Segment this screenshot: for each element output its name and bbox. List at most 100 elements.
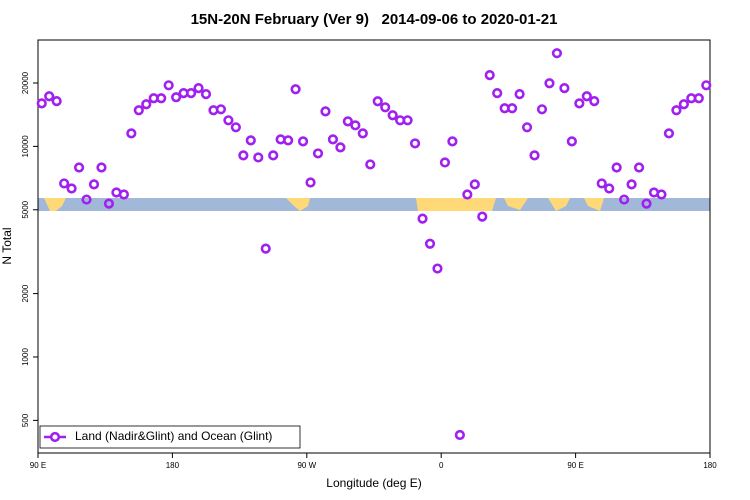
point bbox=[200, 89, 212, 100]
point bbox=[380, 102, 391, 113]
point bbox=[73, 162, 85, 173]
point bbox=[678, 99, 689, 110]
point bbox=[447, 136, 458, 147]
point bbox=[96, 162, 107, 173]
point bbox=[44, 91, 55, 102]
legend-label: Land (Nadir&Glint) and Ocean (Glint) bbox=[75, 429, 272, 443]
legend-box bbox=[39, 425, 301, 449]
point bbox=[290, 84, 301, 95]
point bbox=[611, 162, 622, 173]
point bbox=[641, 198, 652, 209]
point bbox=[230, 122, 241, 133]
point bbox=[477, 211, 488, 222]
chart-title: 15N-20N February (Ver 9) 2014-09-06 to 2… bbox=[191, 11, 558, 28]
point bbox=[141, 99, 152, 110]
point bbox=[574, 98, 585, 109]
point bbox=[559, 83, 570, 94]
point bbox=[268, 150, 279, 161]
ocean-strip bbox=[38, 198, 710, 211]
point bbox=[51, 96, 62, 107]
point bbox=[320, 106, 331, 117]
point bbox=[536, 104, 548, 115]
point bbox=[387, 110, 398, 121]
y-tick-label: 1000 bbox=[21, 348, 30, 366]
point bbox=[215, 104, 227, 115]
point bbox=[283, 135, 294, 146]
x-tick-label: 90 W bbox=[297, 461, 316, 470]
point bbox=[253, 152, 264, 163]
point bbox=[633, 162, 645, 173]
point bbox=[66, 183, 77, 194]
point bbox=[126, 128, 137, 139]
point bbox=[566, 136, 577, 147]
point bbox=[238, 150, 249, 161]
point bbox=[342, 116, 353, 127]
map-strip bbox=[38, 198, 710, 211]
point bbox=[551, 48, 563, 59]
point bbox=[417, 213, 428, 224]
legend-marker bbox=[49, 431, 61, 443]
point bbox=[454, 429, 465, 441]
point bbox=[193, 83, 204, 94]
point bbox=[185, 88, 197, 99]
point bbox=[589, 96, 600, 107]
point bbox=[171, 92, 182, 103]
point bbox=[327, 134, 339, 145]
x-tick-label: 0 bbox=[439, 461, 444, 470]
y-tick-label: 500 bbox=[21, 413, 30, 427]
point bbox=[372, 96, 383, 107]
y-tick-label: 20000 bbox=[21, 71, 30, 94]
point bbox=[297, 136, 309, 147]
point bbox=[402, 115, 413, 126]
point bbox=[432, 263, 443, 274]
point bbox=[156, 93, 167, 104]
y-tick-label: 5000 bbox=[21, 200, 30, 218]
point bbox=[544, 78, 555, 89]
point bbox=[604, 183, 615, 194]
point bbox=[365, 159, 376, 170]
plot-frame bbox=[37, 39, 711, 454]
point bbox=[462, 189, 473, 200]
point bbox=[469, 179, 480, 190]
land-strip bbox=[44, 198, 604, 211]
point bbox=[514, 89, 525, 100]
x-tick-label: 90 E bbox=[30, 461, 46, 470]
y-tick-label: 2000 bbox=[21, 284, 30, 302]
point bbox=[103, 198, 115, 209]
point bbox=[312, 148, 324, 159]
point bbox=[529, 150, 540, 161]
point bbox=[656, 189, 667, 200]
point bbox=[409, 138, 421, 149]
point bbox=[701, 80, 712, 91]
y-axis-label: N Total bbox=[0, 227, 14, 264]
point bbox=[163, 80, 174, 91]
point bbox=[223, 115, 234, 126]
x-axis-label: Longitude (deg E) bbox=[326, 476, 421, 490]
point bbox=[492, 88, 503, 99]
point bbox=[305, 177, 316, 188]
point bbox=[439, 157, 451, 168]
point bbox=[424, 238, 436, 249]
x-tick-label: 90 E bbox=[567, 461, 583, 470]
point bbox=[484, 70, 495, 81]
point bbox=[260, 243, 271, 254]
point bbox=[357, 128, 368, 139]
point bbox=[626, 179, 637, 190]
point bbox=[118, 189, 129, 200]
point bbox=[581, 91, 592, 102]
point bbox=[596, 178, 607, 189]
x-tick-label: 180 bbox=[166, 461, 180, 470]
point bbox=[521, 122, 533, 133]
point bbox=[59, 178, 70, 189]
x-tick-label: 180 bbox=[703, 461, 717, 470]
point bbox=[88, 179, 100, 190]
point bbox=[693, 93, 704, 104]
point bbox=[671, 105, 682, 116]
point bbox=[619, 194, 630, 205]
point bbox=[81, 194, 92, 205]
point bbox=[335, 142, 346, 153]
point bbox=[507, 103, 518, 114]
point bbox=[133, 105, 144, 116]
point bbox=[663, 128, 675, 139]
